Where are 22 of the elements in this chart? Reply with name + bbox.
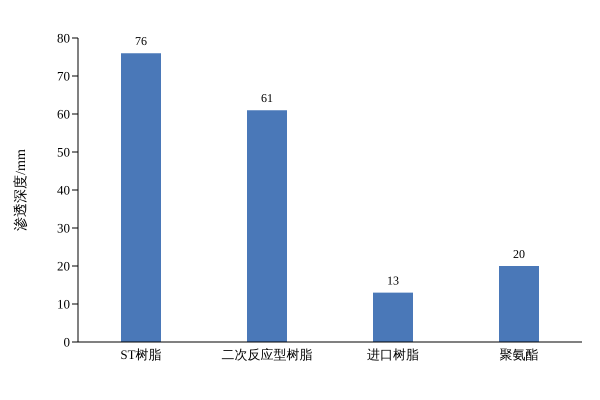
y-tick-label: 50 [57, 144, 70, 160]
y-tick-label: 0 [64, 334, 70, 350]
data-label: 20 [513, 247, 525, 261]
bar [499, 266, 539, 342]
data-label: 61 [261, 91, 273, 106]
bar [247, 110, 287, 342]
x-tick-label: 聚氨酯 [500, 347, 538, 362]
data-label: 13 [387, 274, 399, 288]
x-tick-label: ST树脂 [120, 347, 162, 362]
y-tick-label: 20 [57, 258, 70, 274]
bar [373, 292, 413, 342]
y-tick-label: 40 [57, 182, 70, 198]
data-label: 76 [135, 34, 147, 48]
x-tick-label: 二次反应型树脂 [222, 347, 312, 362]
y-axis-title: 渗透深度/mm [12, 149, 29, 231]
y-tick-label: 10 [57, 296, 70, 312]
y-tick-label: 80 [57, 30, 70, 46]
bar [121, 53, 161, 342]
y-tick-label: 30 [57, 220, 70, 236]
y-tick-label: 60 [57, 106, 70, 122]
x-tick-label: 进口树脂 [367, 347, 419, 362]
y-tick-label: 70 [57, 68, 70, 84]
